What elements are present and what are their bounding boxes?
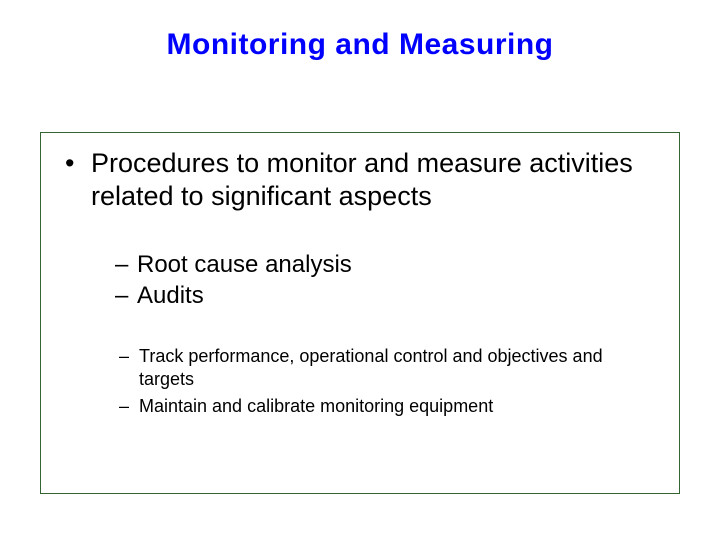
slide-title: Monitoring and Measuring — [0, 28, 720, 62]
bullet-level2-primary: Root cause analysis — [115, 249, 659, 280]
bullet-level2-secondary: Track performance, operational control a… — [119, 345, 659, 391]
bullet-level2-secondary: Maintain and calibrate monitoring equipm… — [119, 395, 659, 418]
bullet-level2-primary: Audits — [115, 280, 659, 311]
bullet-group-secondary: Track performance, operational control a… — [61, 345, 659, 418]
bullet-level1: Procedures to monitor and measure activi… — [61, 147, 659, 213]
bullet-group-primary: Root cause analysis Audits — [61, 249, 659, 311]
content-box: Procedures to monitor and measure activi… — [40, 132, 680, 494]
slide: Monitoring and Measuring Procedures to m… — [0, 0, 720, 540]
